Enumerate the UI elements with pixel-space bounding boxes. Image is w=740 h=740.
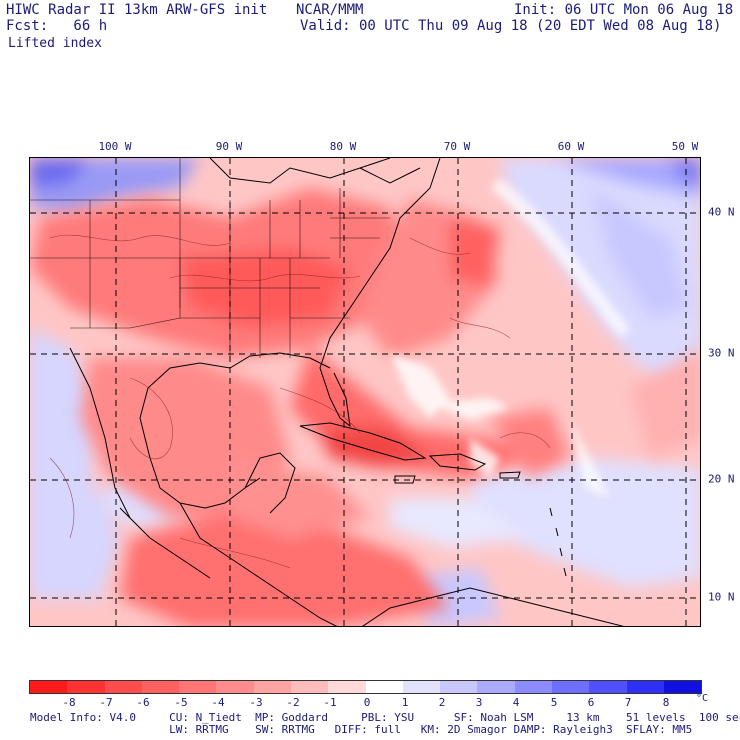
lon-label: 90 W <box>215 140 243 153</box>
colorbar-tick: -7 <box>99 696 113 709</box>
forecast-hour: Fcst: 66 h <box>6 18 108 34</box>
colorbar-swatch <box>440 681 478 693</box>
colorbar-swatch <box>141 681 180 693</box>
model-info-line1: Model Info: V4.0 CU: N_Tiedt MP: Goddard… <box>30 711 740 724</box>
colorbar-tick: 7 <box>624 696 632 709</box>
lat-label: 30 N <box>708 346 735 360</box>
unstable-regions <box>30 188 700 626</box>
model-title: HIWC Radar II 13km ARW-GFS init <box>6 2 268 18</box>
colorbar-tick: 3 <box>475 696 483 709</box>
colorbar-tick: -2 <box>286 696 300 709</box>
lon-label: 80 W <box>329 140 357 153</box>
lon-label: 100 W <box>98 140 132 153</box>
colorbar-swatch <box>589 681 627 693</box>
valid-time: Valid: 00 UTC Thu 09 Aug 18 (20 EDT Wed … <box>300 18 722 34</box>
colorbar-tick: -1 <box>323 696 337 709</box>
colorbar-swatch <box>30 681 68 693</box>
graticule <box>30 158 700 626</box>
colorbar-swatch <box>663 681 702 693</box>
state-borders <box>30 158 390 358</box>
contours <box>49 234 551 569</box>
colorbar-tick: -3 <box>249 696 263 709</box>
colorbar-tick: 5 <box>550 696 558 709</box>
lifted-index-map <box>29 157 701 627</box>
colorbar-unit: °C <box>696 693 709 704</box>
lon-label: 60 W <box>557 140 585 153</box>
lon-label: 70 W <box>443 140 471 153</box>
colorbar-tick: 8 <box>662 696 670 709</box>
colorbar <box>29 680 702 694</box>
coastlines <box>69 158 625 626</box>
model-info-line2: LW: RRTMG SW: RRTMG DIFF: full KM: 2D Sm… <box>30 723 693 736</box>
lon-label: 50 W <box>671 140 699 153</box>
colorbar-tick: 2 <box>438 696 446 709</box>
center-label: NCAR/MMM <box>296 2 364 18</box>
colorbar-swatch <box>67 681 105 693</box>
colorbar-tick: -6 <box>136 696 150 709</box>
colorbar-swatch <box>253 681 291 693</box>
field-name: Lifted index <box>8 36 102 51</box>
colorbar-tick: 1 <box>401 696 409 709</box>
colorbar-swatch <box>290 681 329 693</box>
colorbar-swatch <box>328 681 366 693</box>
lat-label: 20 N <box>708 472 735 486</box>
colorbar-swatch <box>365 681 403 693</box>
colorbar-tick: -8 <box>62 696 76 709</box>
stable-regions <box>30 158 700 626</box>
stable-tongues <box>390 178 630 498</box>
colorbar-swatch <box>179 681 217 693</box>
colorbar-swatch <box>477 681 515 693</box>
colorbar-tick: 6 <box>587 696 595 709</box>
colorbar-swatch <box>104 681 142 693</box>
colorbar-swatch <box>402 681 441 693</box>
colorbar-swatch <box>626 681 664 693</box>
colorbar-swatch <box>551 681 590 693</box>
colorbar-tick: -4 <box>211 696 225 709</box>
colorbar-tick: -5 <box>174 696 188 709</box>
colorbar-tick: 4 <box>512 696 520 709</box>
lat-label: 10 N <box>708 590 735 604</box>
colorbar-swatch <box>216 681 254 693</box>
init-time: Init: 06 UTC Mon 06 Aug 18 <box>514 2 734 18</box>
colorbar-tick: 0 <box>363 696 371 709</box>
lat-label: 40 N <box>708 205 735 219</box>
map-canvas <box>30 158 700 626</box>
colorbar-swatch <box>514 681 552 693</box>
